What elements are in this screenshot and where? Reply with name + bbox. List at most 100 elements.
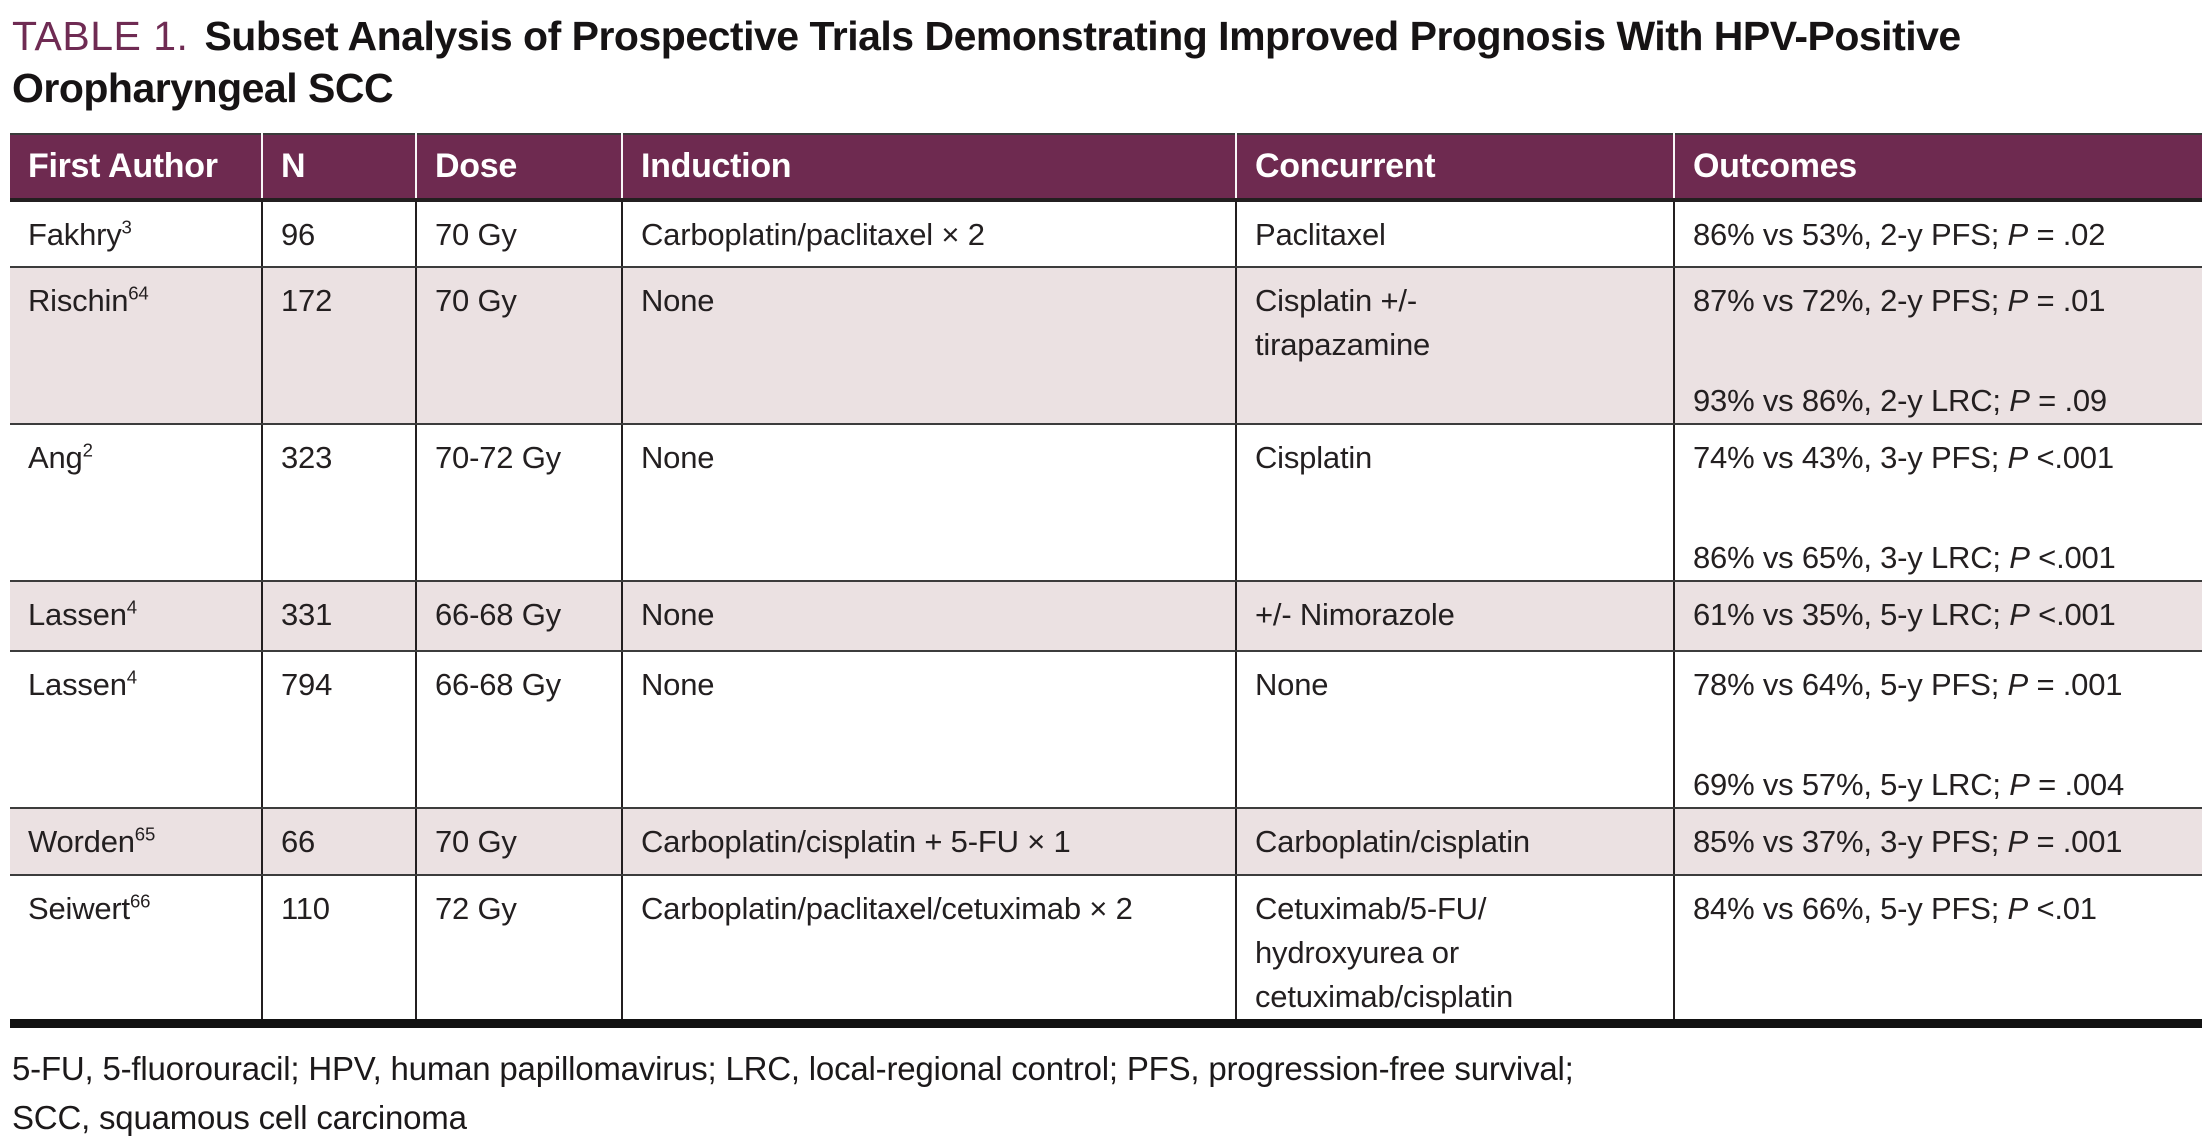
cell-first-author: Fakhry3: [10, 199, 263, 268]
outcome-text: 93% vs 86%, 2-y LRC;: [1693, 382, 2010, 418]
table-body: Fakhry3 96 70 Gy Carboplatin/paclitaxel × 2…: [10, 199, 2202, 1024]
p-symbol: P: [2007, 216, 2029, 252]
cell-first-author: Seiwert66: [10, 874, 263, 1024]
outcome-line: 69% vs 57%, 5-y LRC; P = .004: [1693, 763, 2190, 807]
cell-induction: Carboplatin/paclitaxel/cetuximab × 2: [622, 874, 1237, 1024]
author-name: Lassen: [28, 596, 127, 632]
author-name: Rischin: [28, 282, 129, 318]
outcome-text: 61% vs 35%, 5-y LRC;: [1693, 596, 2010, 632]
outcome-line: 78% vs 64%, 5-y PFS; P = .001: [1693, 663, 2190, 707]
concurrent-line: Paclitaxel: [1255, 216, 1386, 252]
cell-outcomes: 74% vs 43%, 3-y PFS; P <.001 86% vs 65%, …: [1674, 423, 2202, 582]
reference-superscript: 4: [126, 666, 137, 688]
reference-superscript: 65: [134, 823, 156, 845]
cell-concurrent: Cetuximab/5-FU/hydroxyurea or cetuximab/c…: [1236, 874, 1675, 1024]
cell-induction: None: [622, 650, 1237, 809]
table-header: First Author N Dose Induction Concurrent…: [10, 132, 2202, 202]
concurrent-line: Carboplatin/cisplatin: [1255, 823, 1530, 859]
cell-first-author: Lassen4: [10, 650, 263, 809]
table-title: TABLE 1. Subset Analysis of Prospective T…: [12, 10, 2202, 115]
cell-n: 794: [262, 650, 417, 809]
p-symbol: P: [2009, 596, 2030, 632]
col-header-outcomes: Outcomes: [1674, 132, 2202, 202]
footnote: 5-FU, 5-fluorouracil; HPV, human papillo…: [12, 1044, 2202, 1142]
outcome-pvalue: = .09: [2029, 382, 2107, 418]
p-symbol: P: [2007, 439, 2029, 475]
table-row: Ang2 323 70-72 Gy None Cisplatin 74% vs 43%, …: [10, 423, 2202, 582]
reference-superscript: 66: [129, 890, 151, 912]
cell-n: 172: [262, 266, 417, 425]
reference-superscript: 4: [126, 596, 137, 618]
footnote-line-1: 5-FU, 5-fluorouracil; HPV, human papillo…: [12, 1049, 1574, 1087]
cell-outcomes: 61% vs 35%, 5-y LRC; P <.001: [1674, 580, 2202, 652]
concurrent-line: hydroxyurea or: [1255, 934, 1459, 970]
cell-first-author: Lassen4: [10, 580, 263, 652]
cell-outcomes: 78% vs 64%, 5-y PFS; P = .001 69% vs 57%,…: [1674, 650, 2202, 809]
outcome-text: 78% vs 64%, 5-y PFS;: [1693, 666, 2008, 702]
cell-n: 96: [262, 199, 417, 268]
concurrent-line: Cisplatin +/-: [1255, 282, 1417, 318]
cell-outcomes: 84% vs 66%, 5-y PFS; P <.01: [1674, 874, 2202, 1024]
author-name: Fakhry: [28, 216, 122, 252]
cell-induction: None: [622, 266, 1237, 425]
cell-induction: None: [622, 423, 1237, 582]
table-row: Lassen4 331 66-68 Gy None +/- Nimorazole 61% …: [10, 580, 2202, 652]
p-symbol: P: [2009, 382, 2030, 418]
cell-n: 110: [262, 874, 417, 1024]
cell-dose: 72 Gy: [416, 874, 623, 1024]
footnote-line-2: SCC, squamous cell carcinoma: [12, 1098, 467, 1136]
outcome-pvalue: <.01: [2028, 890, 2097, 926]
concurrent-line: Cetuximab/5-FU/: [1255, 890, 1487, 926]
author-name: Seiwert: [28, 890, 130, 926]
p-symbol: P: [2007, 823, 2029, 859]
cell-dose: 70 Gy: [416, 199, 623, 268]
author-name: Ang: [28, 439, 83, 475]
concurrent-line: tirapazamine: [1255, 326, 1431, 362]
trials-table: First Author N Dose Induction Concurrent…: [10, 132, 2202, 1028]
outcome-line: 86% vs 53%, 2-y PFS; P = .02: [1693, 213, 2190, 257]
concurrent-line: Cisplatin: [1255, 439, 1373, 475]
outcome-line: 93% vs 86%, 2-y LRC; P = .09: [1693, 379, 2190, 423]
outcome-text: 74% vs 43%, 3-y PFS;: [1693, 439, 2008, 475]
outcome-line: 86% vs 65%, 3-y LRC; P <.001: [1693, 536, 2190, 580]
outcome-pvalue: = .001: [2028, 823, 2123, 859]
cell-first-author: Worden65: [10, 807, 263, 876]
reference-superscript: 3: [121, 216, 132, 238]
cell-outcomes: 85% vs 37%, 3-y PFS; P = .001: [1674, 807, 2202, 876]
concurrent-line: +/- Nimorazole: [1255, 596, 1455, 632]
table-row: Worden65 66 70 Gy Carboplatin/cisplatin + 5…: [10, 807, 2202, 876]
cell-dose: 70-72 Gy: [416, 423, 623, 582]
cell-induction: None: [622, 580, 1237, 652]
cell-concurrent: Cisplatin: [1236, 423, 1675, 582]
table-row: Rischin64 172 70 Gy None Cisplatin +/- tirapa…: [10, 266, 2202, 425]
table-title-text: Subset Analysis of Prospective Trials De…: [12, 13, 1961, 112]
p-symbol: P: [2007, 282, 2029, 318]
cell-concurrent: Paclitaxel: [1236, 199, 1675, 268]
col-header-concurrent: Concurrent: [1236, 132, 1675, 202]
outcome-pvalue: <.001: [2029, 539, 2116, 575]
cell-dose: 66-68 Gy: [416, 650, 623, 809]
outcome-text: 86% vs 65%, 3-y LRC;: [1693, 539, 2010, 575]
p-symbol: P: [2009, 766, 2030, 802]
outcome-pvalue: <.001: [2028, 439, 2114, 475]
p-symbol: P: [2007, 666, 2029, 702]
cell-dose: 70 Gy: [416, 807, 623, 876]
p-symbol: P: [2009, 539, 2030, 575]
outcome-text: 86% vs 53%, 2-y PFS;: [1693, 216, 2008, 252]
cell-first-author: Ang2: [10, 423, 263, 582]
cell-concurrent: +/- Nimorazole: [1236, 580, 1675, 652]
table-row: Fakhry3 96 70 Gy Carboplatin/paclitaxel × 2…: [10, 199, 2202, 268]
cell-n: 66: [262, 807, 417, 876]
outcome-pvalue: = .004: [2029, 766, 2125, 802]
cell-outcomes: 86% vs 53%, 2-y PFS; P = .02: [1674, 199, 2202, 268]
cell-n: 323: [262, 423, 417, 582]
outcome-text: 84% vs 66%, 5-y PFS;: [1693, 890, 2008, 926]
cell-induction: Carboplatin/paclitaxel × 2: [622, 199, 1237, 268]
cell-first-author: Rischin64: [10, 266, 263, 425]
col-header-dose: Dose: [416, 132, 623, 202]
reference-superscript: 2: [82, 439, 93, 461]
outcome-line: 74% vs 43%, 3-y PFS; P <.001: [1693, 436, 2190, 480]
cell-concurrent: Cisplatin +/- tirapazamine: [1236, 266, 1675, 425]
author-name: Lassen: [28, 666, 127, 702]
